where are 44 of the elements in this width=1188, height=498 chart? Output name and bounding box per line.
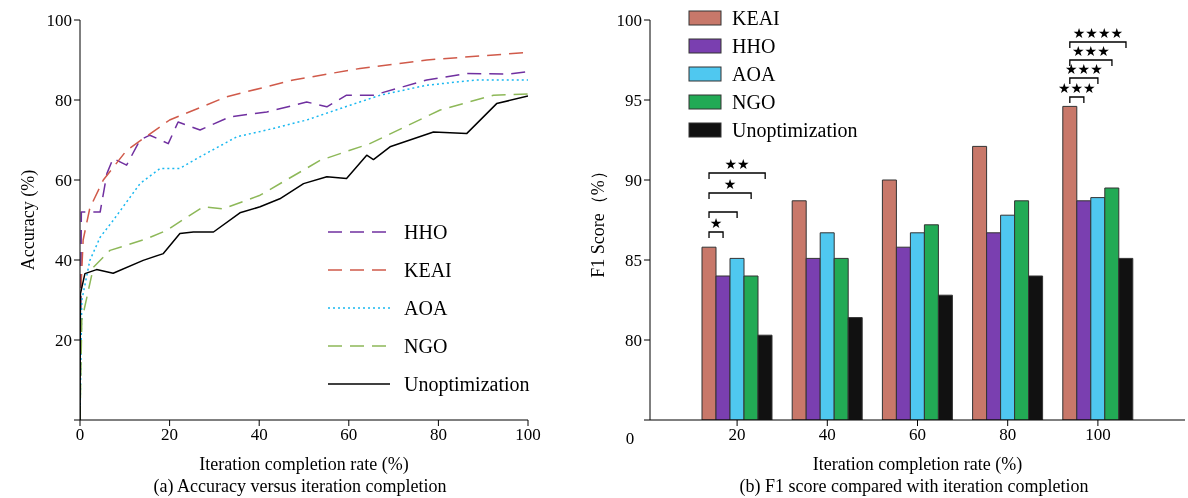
- legend-label: HHO: [404, 220, 448, 244]
- text: (a) Accuracy versus iteration completion: [152, 476, 448, 497]
- y-tick-label: 20: [55, 331, 72, 351]
- annotation: ★★★: [1072, 43, 1110, 59]
- y-axis-title: F1 Score（%）: [588, 162, 609, 278]
- x-axis-title: Iteration completion rate (%): [812, 454, 1023, 475]
- y-axis-title: Accuracy (%): [18, 169, 40, 271]
- x-axis-title: Iteration completion rate (%): [199, 454, 409, 475]
- y-tick-label: 100: [616, 11, 642, 31]
- legend-label: KEAI: [732, 6, 780, 30]
- annotation: ★★★: [1058, 80, 1096, 96]
- x-tick-label: 60: [340, 425, 358, 445]
- x-tick-label: 0: [75, 425, 85, 445]
- x-tick-label: 60: [909, 425, 926, 445]
- x-tick-label: 80: [999, 425, 1017, 445]
- annotation: ★★: [724, 156, 750, 172]
- legend-label: NGO: [404, 334, 448, 358]
- x-tick-label: 100: [1085, 425, 1111, 445]
- y-tick-label: 100: [46, 11, 72, 31]
- text: (b) F1 score compared with iteration completion: [738, 476, 1090, 497]
- x-tick-label: 40: [250, 425, 268, 445]
- y-tick-label: 40: [55, 251, 72, 271]
- y-tick-label: 80: [55, 91, 72, 111]
- y-tick-label: 95: [625, 91, 642, 111]
- legend-label: Unoptimization: [404, 372, 530, 396]
- x-tick-label: 100: [515, 425, 541, 445]
- annotation: ★★★: [1065, 61, 1103, 77]
- annotation: ★: [723, 176, 737, 192]
- y-tick-label: 60: [55, 171, 72, 191]
- legend-label: HHO: [732, 34, 776, 58]
- x-tick-label: 20: [161, 425, 179, 445]
- x-tick-label: 80: [429, 425, 447, 445]
- legend-label: NGO: [732, 90, 776, 114]
- y-tick-label: 90: [625, 171, 642, 191]
- annotation: ★: [709, 215, 723, 231]
- legend-label: Unoptimization: [732, 118, 858, 142]
- legend-label: KEAI: [404, 258, 452, 282]
- legend-label: AOA: [732, 62, 776, 86]
- x-tick-label: 20: [728, 425, 746, 445]
- y-tick-label: 85: [625, 251, 642, 271]
- annotation: ★★★★: [1072, 25, 1123, 41]
- legend-label: AOA: [404, 296, 448, 320]
- x-tick-label: 40: [818, 425, 836, 445]
- y-tick-label: 80: [625, 331, 642, 351]
